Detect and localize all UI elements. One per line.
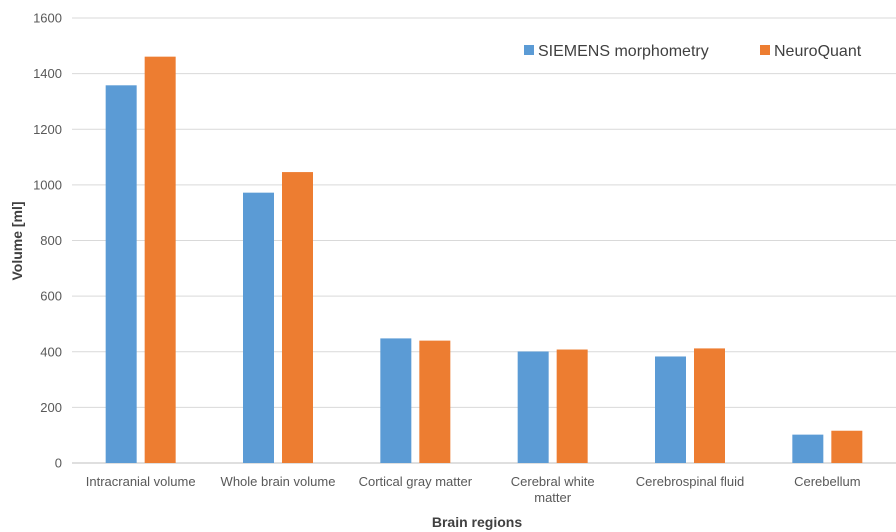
x-category-label: Cerebrospinal fluid	[636, 474, 744, 489]
bar-neuroquant-3	[556, 349, 588, 463]
y-tick-label: 0	[55, 456, 62, 471]
bar-siemens-3	[517, 351, 549, 463]
y-tick-label: 1200	[33, 122, 62, 137]
y-tick-label: 1600	[33, 11, 62, 26]
x-category-label-line: Intracranial volume	[86, 474, 196, 489]
bar-neuroquant-1	[282, 172, 313, 464]
x-category-label: Cortical gray matter	[359, 474, 473, 489]
y-tick-label: 800	[40, 233, 62, 248]
x-category-label-line: Cerebrospinal fluid	[636, 474, 744, 489]
bar-siemens-1	[243, 192, 274, 463]
legend-label-siemens: SIEMENS morphometry	[538, 43, 709, 60]
legend-swatch-siemens	[524, 45, 534, 55]
y-tick-label: 400	[40, 344, 62, 359]
x-category-label-line: matter	[534, 490, 572, 505]
bar-neuroquant-0	[144, 56, 176, 464]
y-axis-ticks: 0 200 400 600 800 1000 1200 1400 1600	[33, 11, 62, 471]
y-tick-label: 1400	[33, 66, 62, 81]
bar-siemens-0	[105, 85, 137, 464]
legend-label-neuroquant: NeuroQuant	[774, 43, 862, 60]
bars	[105, 56, 863, 464]
y-tick-label: 200	[40, 400, 62, 415]
bar-siemens-4	[655, 356, 686, 463]
x-category-label-line: Cerebral white	[511, 474, 595, 489]
legend-swatch-neuroquant	[760, 45, 770, 55]
x-category-label: Intracranial volume	[86, 474, 196, 489]
y-axis-title: Volume [ml]	[9, 201, 25, 280]
bar-neuroquant-2	[419, 340, 451, 463]
bar-siemens-5	[792, 434, 824, 463]
x-category-label-line: Cortical gray matter	[359, 474, 473, 489]
bar-neuroquant-4	[694, 348, 725, 463]
legend: SIEMENS morphometry NeuroQuant	[524, 43, 862, 60]
y-tick-label: 1000	[33, 177, 62, 192]
x-category-label-line: Cerebellum	[794, 474, 860, 489]
x-category-label: Cerebellum	[794, 474, 860, 489]
y-tick-label: 600	[40, 289, 62, 304]
x-axis-categories: Intracranial volume Whole brain volume Cor…	[86, 474, 861, 505]
bar-neuroquant-5	[831, 430, 863, 463]
bar-siemens-2	[380, 338, 412, 463]
x-category-label: Cerebral white matter	[511, 474, 595, 505]
x-category-label: Whole brain volume	[221, 474, 336, 489]
x-axis-title: Brain regions	[432, 514, 522, 530]
x-category-label-line: Whole brain volume	[221, 474, 336, 489]
gridlines	[72, 17, 896, 464]
